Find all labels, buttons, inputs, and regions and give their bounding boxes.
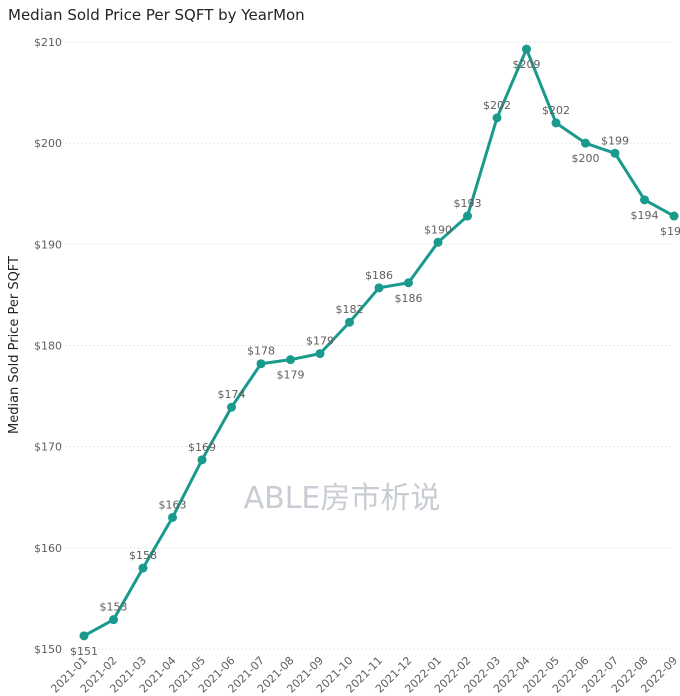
data-point [138, 563, 148, 573]
data-point [404, 278, 413, 288]
data-point [551, 118, 561, 128]
data-point [315, 349, 325, 359]
data-point [433, 237, 443, 247]
data-label: $209 [513, 58, 541, 71]
y-tick-label: $180 [34, 340, 62, 353]
data-point [610, 148, 620, 158]
y-tick-label: $170 [34, 441, 62, 454]
data-label: $194 [631, 209, 659, 222]
y-tick-label: $200 [34, 137, 62, 150]
data-label: $202 [542, 104, 570, 117]
data-label: $179 [306, 335, 334, 348]
data-label: $179 [277, 369, 305, 382]
data-point [227, 402, 236, 412]
data-label: $186 [365, 269, 393, 282]
chart-title: Median Sold Price Per SQFT by YearMon [8, 6, 305, 24]
data-label: $199 [601, 134, 629, 147]
data-point [345, 317, 354, 327]
data-label: $182 [336, 303, 364, 316]
y-tick-label: $190 [34, 238, 62, 251]
data-label: $174 [218, 388, 246, 401]
data-label: $153 [100, 601, 128, 614]
data-point [109, 615, 118, 625]
data-label: $163 [159, 498, 187, 511]
gridlines [66, 41, 672, 650]
data-point [463, 211, 472, 221]
data-point [286, 355, 295, 365]
data-point [374, 283, 384, 293]
y-axis-title: Median Sold Price Per SQFT [7, 256, 22, 434]
data-point [640, 195, 649, 205]
data-point [669, 211, 679, 221]
data-point [581, 138, 590, 148]
data-label: $200 [572, 152, 600, 165]
data-label: $193 [660, 225, 680, 238]
watermark: ABLE房市析说 [244, 481, 441, 516]
data-label: $151 [70, 645, 98, 658]
data-label: $190 [424, 223, 452, 236]
data-label: $158 [129, 549, 157, 562]
x-axis: 2021-012021-022021-032021-042021-052021-… [48, 654, 680, 696]
data-point [256, 359, 266, 369]
data-label: $169 [188, 441, 216, 454]
data-point [79, 631, 89, 641]
y-tick-label: $160 [34, 542, 62, 555]
data-point [492, 113, 502, 123]
y-axis: $150 $160 $170 $180 $190 $200 $210 [34, 36, 62, 656]
data-label: $202 [483, 99, 511, 112]
data-point [522, 44, 531, 54]
data-label: $193 [454, 197, 482, 210]
data-label: $178 [247, 345, 275, 358]
data-point [168, 512, 177, 522]
data-points [79, 44, 679, 641]
y-tick-label: $210 [34, 36, 62, 49]
data-label: $186 [395, 292, 423, 305]
y-tick-label: $150 [34, 643, 62, 656]
data-labels: $151$153$158$163$169$174$178$179$179$182… [70, 58, 680, 658]
data-point [197, 455, 207, 465]
